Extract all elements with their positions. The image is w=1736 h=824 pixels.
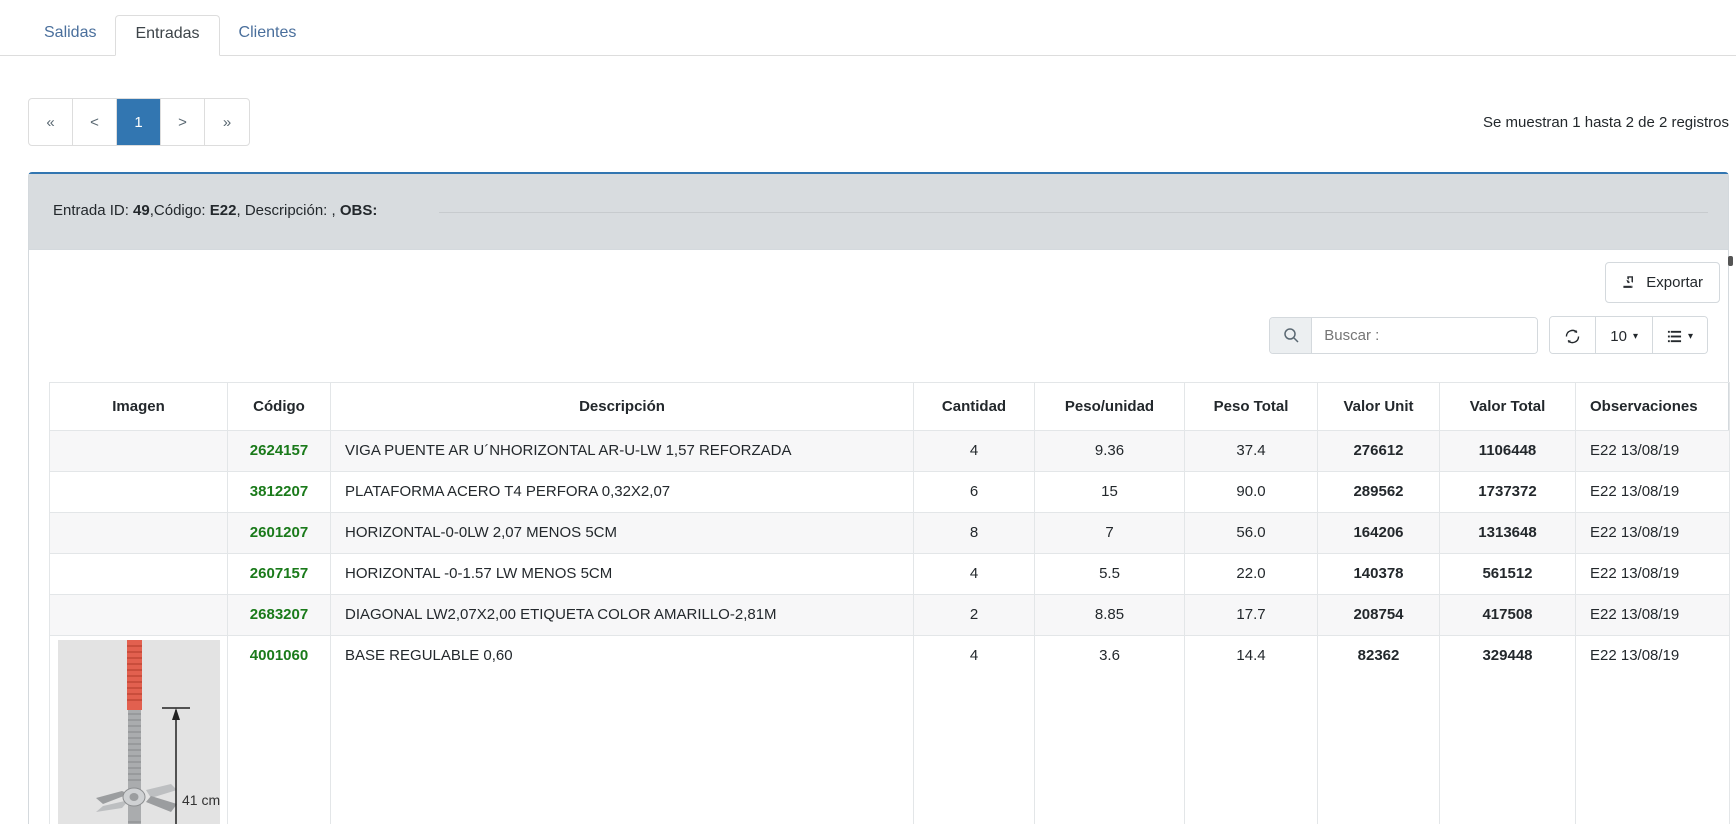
svg-text:41 cm.: 41 cm. bbox=[182, 792, 220, 808]
